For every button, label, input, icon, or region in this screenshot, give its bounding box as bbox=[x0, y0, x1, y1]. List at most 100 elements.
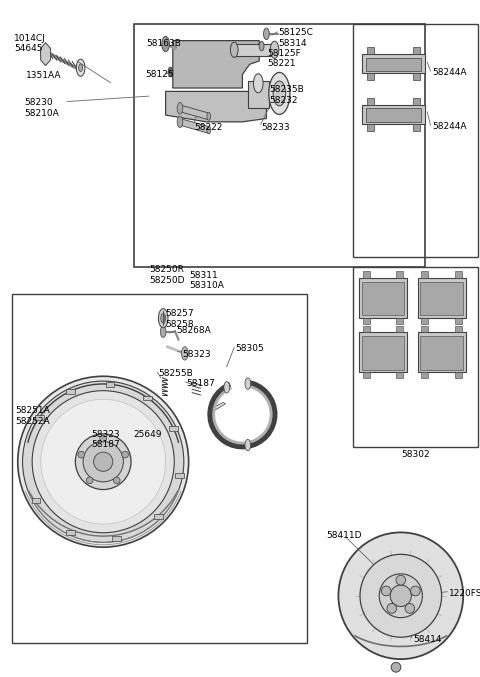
Text: 58125F
58221: 58125F 58221 bbox=[267, 49, 301, 68]
Ellipse shape bbox=[23, 381, 184, 542]
Polygon shape bbox=[455, 318, 462, 324]
Ellipse shape bbox=[122, 452, 129, 458]
Ellipse shape bbox=[160, 326, 166, 337]
Ellipse shape bbox=[83, 441, 123, 482]
Ellipse shape bbox=[78, 452, 84, 458]
Ellipse shape bbox=[86, 477, 93, 483]
Text: 58311
58310A: 58311 58310A bbox=[189, 271, 224, 290]
Polygon shape bbox=[169, 427, 178, 431]
Polygon shape bbox=[418, 332, 466, 372]
Text: 58250R
58250D: 58250R 58250D bbox=[149, 265, 184, 285]
Ellipse shape bbox=[100, 435, 107, 442]
Polygon shape bbox=[396, 318, 403, 324]
Ellipse shape bbox=[253, 74, 263, 93]
Polygon shape bbox=[455, 372, 462, 378]
Ellipse shape bbox=[162, 37, 169, 51]
Polygon shape bbox=[455, 271, 462, 278]
Text: 58411D: 58411D bbox=[326, 531, 362, 540]
Ellipse shape bbox=[245, 378, 251, 389]
Text: 1220FS: 1220FS bbox=[449, 589, 480, 598]
Polygon shape bbox=[367, 124, 374, 131]
Ellipse shape bbox=[245, 439, 251, 451]
Polygon shape bbox=[396, 326, 403, 332]
Polygon shape bbox=[366, 58, 421, 71]
Ellipse shape bbox=[32, 391, 174, 533]
Ellipse shape bbox=[41, 399, 166, 524]
Polygon shape bbox=[366, 108, 421, 122]
Ellipse shape bbox=[113, 477, 120, 483]
Text: 58163B: 58163B bbox=[146, 39, 181, 48]
Ellipse shape bbox=[207, 126, 211, 134]
Polygon shape bbox=[211, 402, 226, 411]
Text: 58235B
58232: 58235B 58232 bbox=[269, 85, 303, 105]
Polygon shape bbox=[362, 54, 425, 73]
Polygon shape bbox=[66, 530, 75, 535]
Polygon shape bbox=[367, 47, 374, 54]
Polygon shape bbox=[362, 282, 404, 315]
Ellipse shape bbox=[269, 72, 290, 114]
Ellipse shape bbox=[405, 603, 415, 613]
Text: 58125: 58125 bbox=[145, 70, 174, 79]
Polygon shape bbox=[362, 336, 404, 370]
Polygon shape bbox=[363, 271, 370, 278]
Text: 58187: 58187 bbox=[186, 379, 215, 388]
Ellipse shape bbox=[108, 408, 115, 422]
Text: 25649: 25649 bbox=[133, 430, 162, 439]
Ellipse shape bbox=[387, 603, 396, 613]
Polygon shape bbox=[363, 318, 370, 324]
Polygon shape bbox=[32, 498, 40, 503]
Polygon shape bbox=[180, 105, 209, 120]
Ellipse shape bbox=[360, 554, 442, 637]
Polygon shape bbox=[363, 326, 370, 332]
Ellipse shape bbox=[410, 586, 420, 596]
Ellipse shape bbox=[177, 103, 183, 114]
Text: 58268A: 58268A bbox=[177, 326, 211, 335]
Polygon shape bbox=[234, 44, 274, 56]
Polygon shape bbox=[180, 118, 209, 133]
Polygon shape bbox=[421, 271, 428, 278]
Polygon shape bbox=[359, 332, 407, 372]
Polygon shape bbox=[66, 389, 75, 393]
Ellipse shape bbox=[396, 575, 406, 585]
Polygon shape bbox=[413, 47, 420, 54]
Polygon shape bbox=[420, 282, 463, 315]
Polygon shape bbox=[421, 318, 428, 324]
Ellipse shape bbox=[168, 67, 173, 77]
Text: 58305: 58305 bbox=[235, 344, 264, 353]
Text: 58251A
58252A: 58251A 58252A bbox=[15, 406, 50, 426]
Ellipse shape bbox=[76, 59, 85, 77]
Ellipse shape bbox=[224, 382, 230, 393]
Polygon shape bbox=[420, 336, 463, 370]
Text: 58255B: 58255B bbox=[158, 369, 193, 378]
Text: 58244A: 58244A bbox=[432, 68, 467, 77]
Polygon shape bbox=[367, 73, 374, 80]
Ellipse shape bbox=[75, 434, 131, 489]
Text: 58257
58258: 58257 58258 bbox=[166, 309, 194, 329]
Ellipse shape bbox=[391, 662, 401, 672]
Polygon shape bbox=[173, 41, 259, 88]
Polygon shape bbox=[176, 473, 184, 477]
Polygon shape bbox=[248, 81, 269, 108]
Polygon shape bbox=[112, 536, 121, 541]
Polygon shape bbox=[41, 43, 50, 66]
Text: 58244A: 58244A bbox=[432, 122, 467, 131]
Text: 58125C
58314: 58125C 58314 bbox=[278, 28, 313, 48]
Polygon shape bbox=[396, 271, 403, 278]
Polygon shape bbox=[362, 105, 425, 124]
Polygon shape bbox=[166, 91, 266, 122]
Ellipse shape bbox=[259, 41, 264, 51]
Polygon shape bbox=[106, 382, 114, 387]
Ellipse shape bbox=[230, 42, 238, 58]
Text: 1351AA: 1351AA bbox=[26, 71, 62, 80]
Polygon shape bbox=[35, 415, 44, 420]
Text: 58222: 58222 bbox=[194, 123, 223, 131]
Ellipse shape bbox=[273, 81, 286, 106]
Text: 58323: 58323 bbox=[182, 350, 211, 359]
Polygon shape bbox=[418, 278, 466, 318]
Ellipse shape bbox=[270, 41, 279, 58]
Text: 58233: 58233 bbox=[262, 123, 290, 131]
Text: 58230
58210A: 58230 58210A bbox=[24, 98, 59, 118]
Polygon shape bbox=[363, 372, 370, 378]
Polygon shape bbox=[413, 98, 420, 105]
Polygon shape bbox=[359, 278, 407, 318]
